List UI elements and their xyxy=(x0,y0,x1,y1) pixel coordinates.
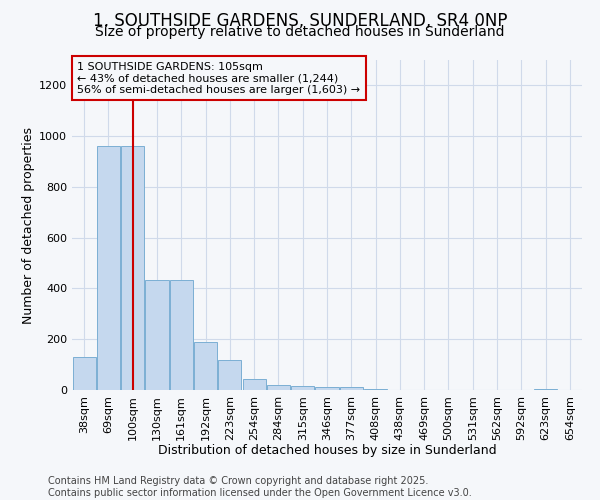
Text: 1 SOUTHSIDE GARDENS: 105sqm
← 43% of detached houses are smaller (1,244)
56% of : 1 SOUTHSIDE GARDENS: 105sqm ← 43% of det… xyxy=(77,62,360,95)
Bar xyxy=(364,388,387,390)
Bar xyxy=(340,388,363,390)
Bar xyxy=(534,388,557,390)
Bar xyxy=(170,280,193,390)
Bar xyxy=(218,360,241,390)
Bar xyxy=(267,385,290,390)
Bar xyxy=(194,342,217,390)
Text: Size of property relative to detached houses in Sunderland: Size of property relative to detached ho… xyxy=(95,25,505,39)
Text: Contains HM Land Registry data © Crown copyright and database right 2025.
Contai: Contains HM Land Registry data © Crown c… xyxy=(48,476,472,498)
Bar xyxy=(121,146,144,390)
Bar xyxy=(316,388,338,390)
Bar xyxy=(242,378,266,390)
Text: 1, SOUTHSIDE GARDENS, SUNDERLAND, SR4 0NP: 1, SOUTHSIDE GARDENS, SUNDERLAND, SR4 0N… xyxy=(93,12,507,30)
X-axis label: Distribution of detached houses by size in Sunderland: Distribution of detached houses by size … xyxy=(158,444,496,457)
Bar xyxy=(291,386,314,390)
Bar xyxy=(73,357,95,390)
Bar xyxy=(145,280,169,390)
Y-axis label: Number of detached properties: Number of detached properties xyxy=(22,126,35,324)
Bar xyxy=(97,146,120,390)
